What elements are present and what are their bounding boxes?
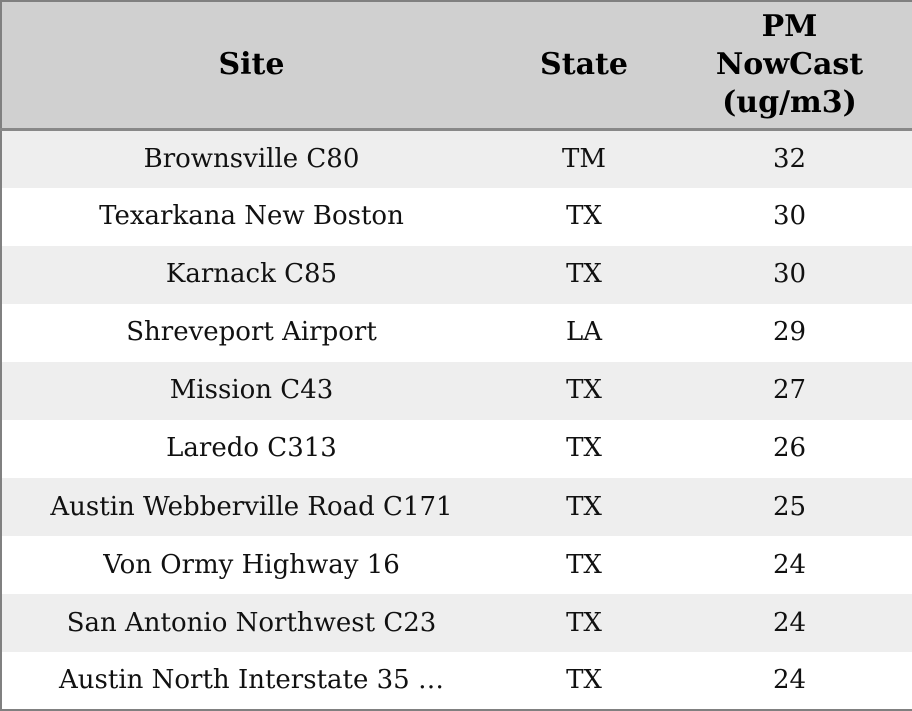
column-header-state: State [501,1,667,131]
pm-nowcast-value-cell: 30 [772,259,807,290]
table-row: Von Ormy Highway 16 TX 24 [1,535,912,594]
table-row: San Antonio Northwest C23 TX 24 [1,593,912,652]
site-cell: Karnack C85 [165,259,338,290]
state-cell: TX [566,375,602,406]
table-body: Brownsville C80 TM 32 Texarkana New Boston T… [1,129,912,710]
table-row: Karnack C85 TX 30 [1,245,912,304]
column-header-pm-nowcast-label: PM NowCast (ug/m3) [715,9,864,120]
state-cell: TX [566,433,602,464]
pm-nowcast-value-cell: 30 [772,201,807,232]
table-row: Texarkana New Boston TX 30 [1,187,912,246]
pm-nowcast-value-cell: 32 [772,143,807,174]
site-cell: Von Ormy Highway 16 [103,549,400,580]
state-cell: TX [566,491,602,522]
site-cell: Brownsville C80 [143,143,360,174]
pm-nowcast-value-cell: 25 [772,491,807,522]
site-cell: Austin North Interstate 35 … [59,665,444,696]
table-row: Mission C43 TX 27 [1,361,912,420]
state-cell: TX [566,201,602,232]
pm-nowcast-value-cell: 24 [772,549,807,580]
state-cell: LA [565,317,603,348]
column-header-site: Site [1,1,501,131]
site-cell: San Antonio Northwest C23 [66,607,437,638]
site-cell: Laredo C313 [166,433,337,464]
state-cell: TX [566,665,602,696]
pm-nowcast-value-cell: 24 [772,607,807,638]
pm-nowcast-value-cell: 29 [772,317,807,348]
state-cell: TX [566,549,602,580]
pm-nowcast-value-cell: 24 [772,665,807,696]
column-header-pm-nowcast: PM NowCast (ug/m3) [667,1,912,131]
site-cell: Mission C43 [169,375,334,406]
site-cell: Texarkana New Boston [99,201,404,232]
table-row: Laredo C313 TX 26 [1,419,912,478]
state-cell: TX [566,607,602,638]
site-cell: Austin Webberville Road C171 [50,491,453,522]
pm-nowcast-value-cell: 26 [772,433,807,464]
table-row: Austin Webberville Road C171 TX 25 [1,477,912,536]
table-row: Brownsville C80 TM 32 [1,129,912,188]
state-cell: TX [566,259,602,290]
header-row: Site State PM NowCast (ug/m3) [1,1,912,131]
table-row: Austin North Interstate 35 … TX 24 [1,651,912,710]
table-header: Site State PM NowCast (ug/m3) [1,1,912,131]
table-row: Shreveport Airport LA 29 [1,303,912,362]
site-cell: Shreveport Airport [126,317,377,348]
state-cell: TM [562,143,606,174]
pm-nowcast-value-cell: 27 [772,375,807,406]
